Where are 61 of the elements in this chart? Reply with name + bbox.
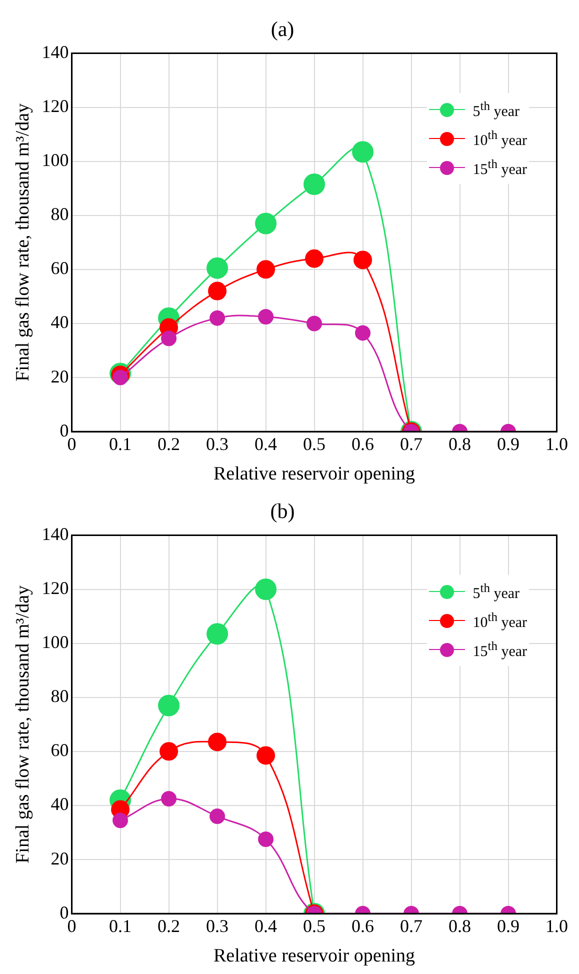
x-tick-label: 1.0 [546,434,568,454]
point [305,249,324,268]
y-tick-label: 100 [42,632,69,652]
x-tick-label: 0.1 [109,434,132,454]
point [210,310,226,326]
x-tick-label: 0.8 [448,916,472,936]
legend-label: 10$^{th}$ year [472,610,528,632]
y-tick-label: 100 [42,150,69,170]
legend-label: 5$^{th}$ year [472,580,520,603]
y-tick-label: 60 [50,740,69,760]
y-tick-label: 120 [42,578,69,598]
x-tick-label: 0.7 [400,434,423,454]
chart-title: (a) [270,17,294,42]
legend-label: 5$^{th}$ year [472,98,520,121]
y-tick-label: 140 [42,42,69,62]
x-tick-label: 0.9 [497,916,520,936]
point [208,282,227,300]
y-tick-label: 0 [60,902,69,922]
y-tick-label: 40 [50,794,69,814]
x-tick-label: 1.0 [546,916,568,936]
legend-label: 15$^{th}$ year [472,156,528,179]
x-axis-title: Relative reservoir opening [214,464,416,485]
chart-title: (b) [270,499,295,524]
x-tick-label: 0.4 [254,434,278,454]
x-tick-label: 0.2 [158,916,180,936]
point [255,212,277,234]
y-tick-label: 80 [50,686,69,706]
legend-label: 10$^{th}$ year [472,128,528,150]
point [354,250,372,270]
y-tick-label: 140 [42,524,69,544]
x-tick-label: 0.1 [109,916,132,936]
y-tick-label: 40 [50,312,69,332]
legend-label: 15$^{th}$ year [472,638,528,661]
point [258,308,274,324]
y-tick-label: 20 [50,366,69,386]
x-tick-label: 0.8 [448,434,472,454]
point [256,260,276,279]
y-tick-label: 80 [50,204,69,224]
y-tick-label: 20 [50,848,69,868]
point [306,316,322,332]
point [161,330,177,346]
point [355,325,371,341]
x-tick-label: 0.9 [497,434,520,454]
point [352,141,374,163]
x-tick-label: 0.4 [254,916,278,936]
point [304,174,326,196]
x-tick-label: 0.3 [206,434,229,454]
y-tick-label: 60 [50,258,69,278]
y-tick-label: 120 [42,96,69,116]
x-axis-title: Relative reservoir opening [214,946,416,967]
x-tick-label: 0.7 [400,916,423,936]
x-tick-label: 0.3 [206,916,229,936]
y-tick-label: 0 [60,420,69,440]
x-tick-label: 0.6 [352,916,374,936]
x-tick-label: 0.5 [303,916,326,936]
x-tick-label: 0.2 [158,434,180,454]
x-tick-label: 0.5 [303,434,326,454]
y-axis-title: Final gas flow rate, thousand m³/day [12,584,34,864]
point [206,257,228,279]
y-axis-title: Final gas flow rate, thousand m³/day [12,102,34,382]
x-tick-label: 0.6 [352,434,374,454]
